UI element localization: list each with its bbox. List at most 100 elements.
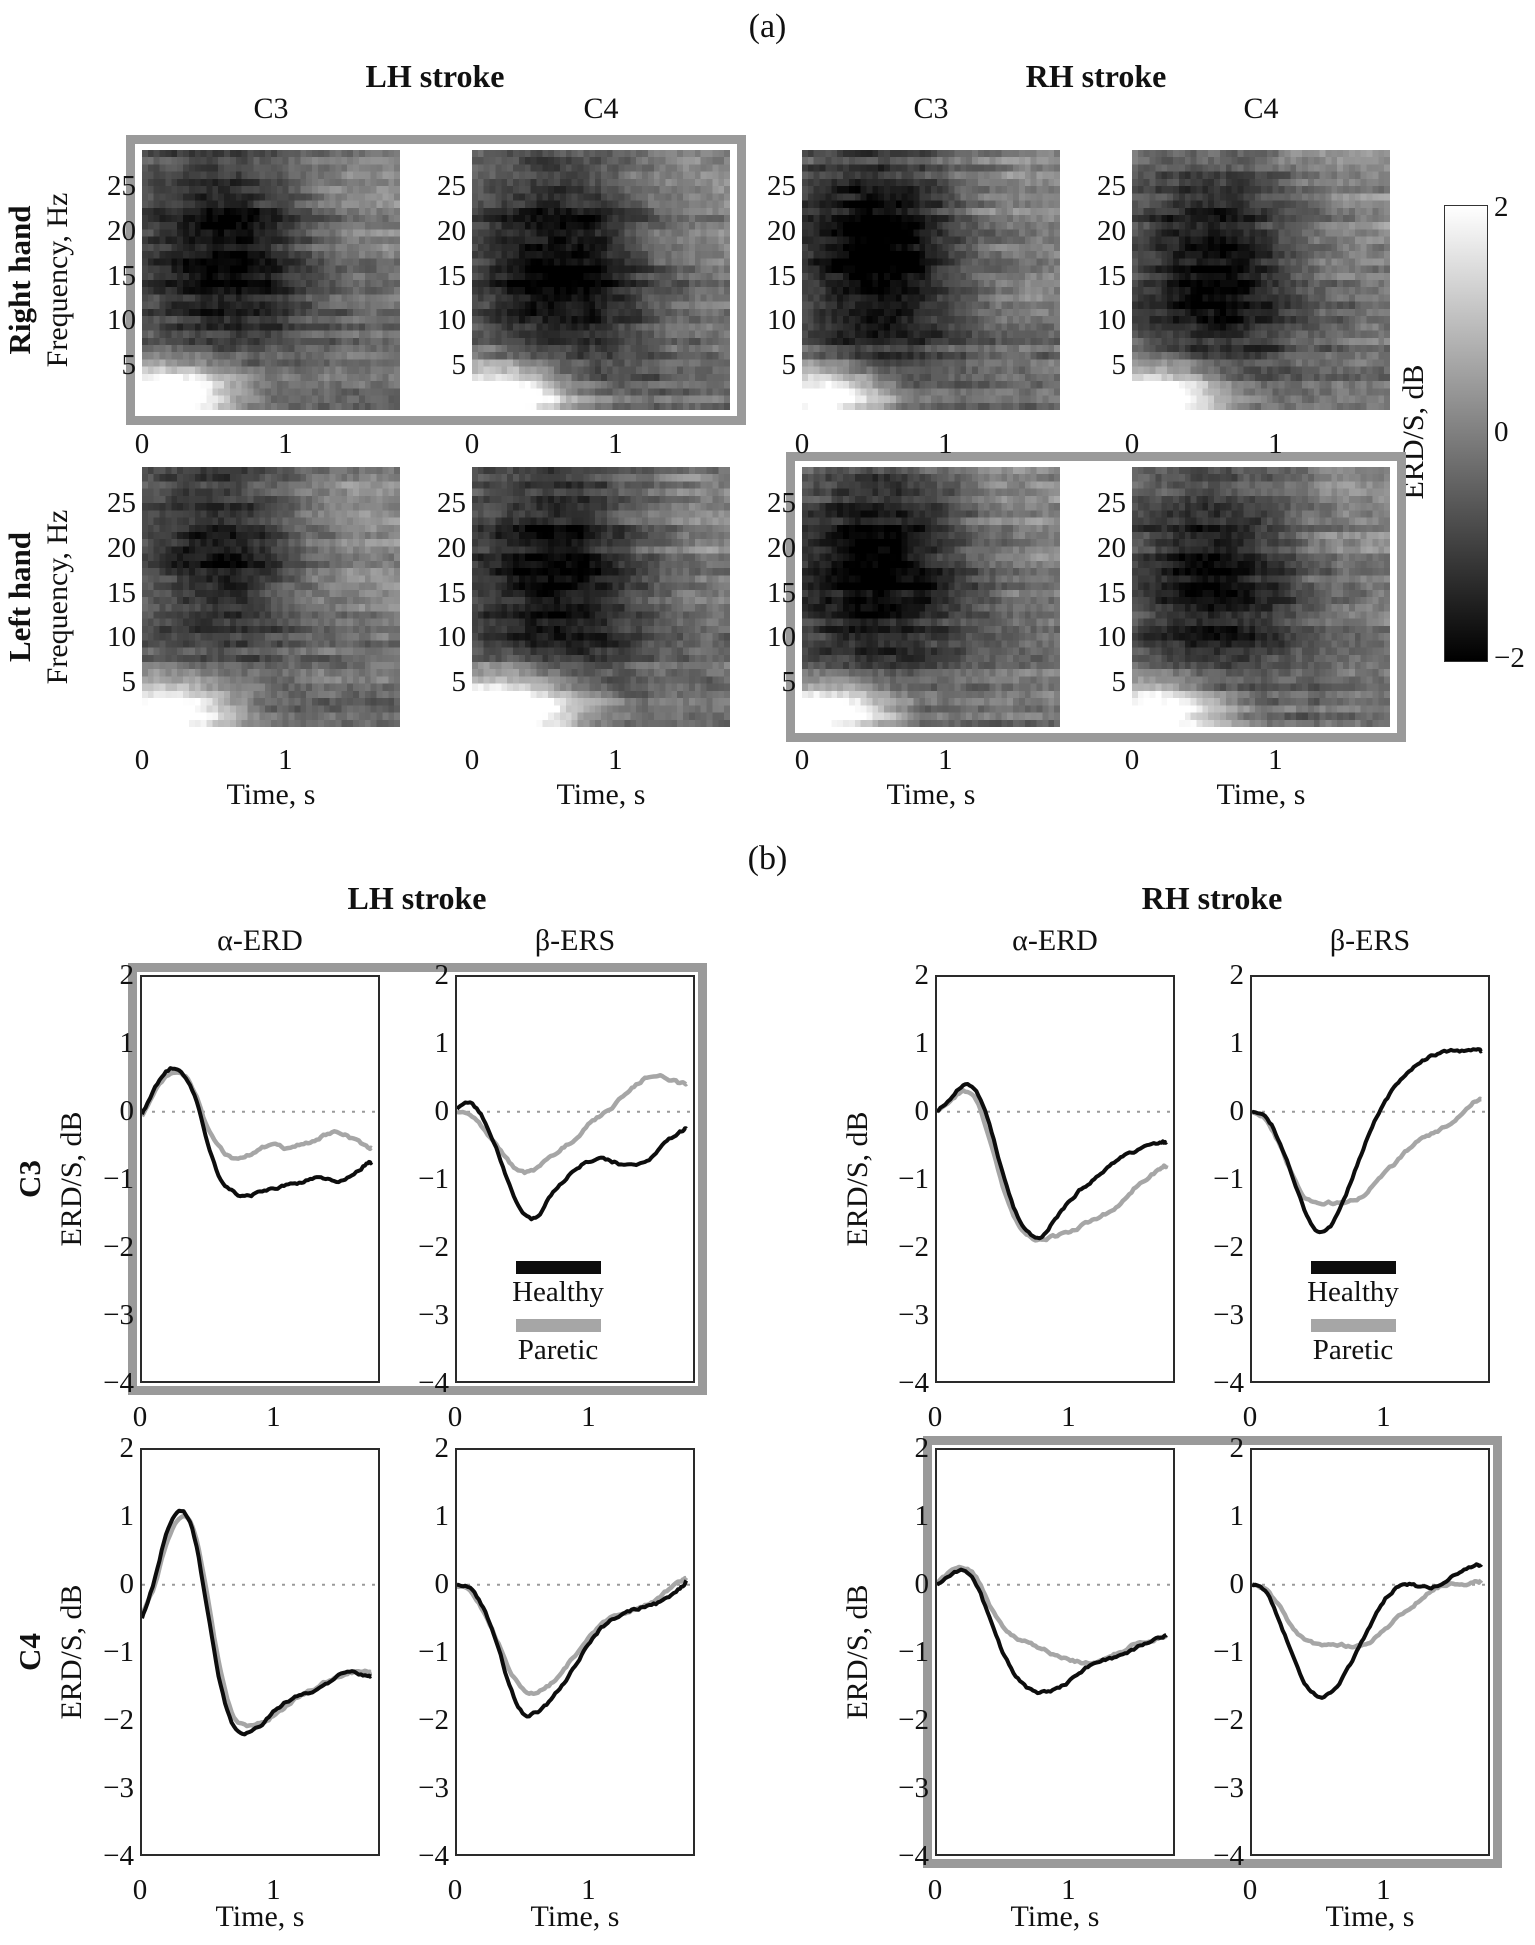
paretic-curve <box>139 1513 374 1729</box>
healthy-curve <box>935 1567 1168 1696</box>
y-tick-label: −2 <box>1213 1704 1244 1736</box>
y-tick-label: −1 <box>1213 1163 1244 1195</box>
healthy-curve <box>456 1579 689 1719</box>
y-tick-label: 5 <box>451 666 467 699</box>
x-tick-label: 0 <box>464 428 480 460</box>
x-tick-label: 0 <box>447 1401 463 1433</box>
y-tick-label: 5 <box>121 349 137 382</box>
x-tick-label: 0 <box>927 1874 943 1906</box>
y-tick-label: 10 <box>1097 621 1126 654</box>
y-tick-label: 5 <box>1111 666 1127 699</box>
x-tick-label: 0 <box>794 428 810 460</box>
panel-b-group-title-rh: RH stroke <box>1141 880 1283 916</box>
y-tick-label: 10 <box>437 621 466 654</box>
time-axis-label: Time, s <box>1216 778 1306 811</box>
legend-healthy-label: Healthy <box>1307 1276 1399 1308</box>
y-tick-label: 20 <box>107 214 136 247</box>
y-tick-label: 1 <box>119 1500 135 1532</box>
y-tick-label: 25 <box>437 486 466 519</box>
colorbar-tick-min: −2 <box>1494 642 1525 674</box>
y-tick-label: 15 <box>1097 576 1126 609</box>
line-plot <box>455 1072 693 1222</box>
x-tick-label: 0 <box>464 744 480 776</box>
y-tick-label: 25 <box>767 169 796 202</box>
y-tick-label: 15 <box>767 259 796 292</box>
subplot-lh-stroke-c3-beta-ers: Healthy Paretic <box>455 975 695 1383</box>
healthy-curve <box>455 1100 688 1222</box>
panel-b-col-title-beta-rh: β-ERS <box>1329 924 1411 957</box>
y-tick-label: 10 <box>767 621 796 654</box>
subplot-rh-stroke-c3-alpha-erd <box>935 975 1175 1383</box>
y-tick-label: 2 <box>119 1432 135 1464</box>
x-tick-label: 0 <box>1124 428 1140 460</box>
y-tick-label: 1 <box>914 1500 930 1532</box>
y-tick-label: −1 <box>418 1636 449 1668</box>
y-tick-label: 0 <box>119 1095 135 1127</box>
channel-header-rh-c3: C3 <box>913 92 949 125</box>
y-tick-label: 15 <box>767 576 796 609</box>
panel-b-col-title-beta-lh: β-ERS <box>534 924 616 957</box>
spectrogram-lh-stroke-left-hand-c3 <box>142 467 400 727</box>
y-tick-label: 0 <box>914 1095 930 1127</box>
y-tick-label: −4 <box>898 1367 929 1399</box>
panel-a-label: (a) <box>748 8 787 45</box>
y-tick-label: 1 <box>434 1500 450 1532</box>
paretic-curve <box>140 1070 374 1161</box>
y-tick-label: −3 <box>103 1772 134 1804</box>
frequency-axis-label: Frequency, Hz <box>41 509 74 685</box>
x-tick-label: 1 <box>1376 1874 1391 1906</box>
channel-header-lh-c3: C3 <box>253 92 289 125</box>
colorbar-gradient <box>1444 205 1488 662</box>
x-tick-label: 1 <box>1061 1401 1076 1433</box>
y-tick-label: −3 <box>1213 1772 1244 1804</box>
y-tick-label: 15 <box>1097 259 1126 292</box>
spectrogram-lh-stroke-right-hand-c4 <box>472 150 730 410</box>
time-axis-label: Time, s <box>530 1900 620 1933</box>
highlight-frame-c4-rh-stroke <box>923 1436 1502 1868</box>
x-tick-label: 0 <box>134 428 150 460</box>
y-tick-label: 5 <box>121 666 137 699</box>
x-tick-label: 1 <box>938 744 953 776</box>
time-axis-label: Time, s <box>556 778 646 811</box>
channel-header-rh-c4: C4 <box>1243 92 1279 125</box>
y-tick-label: −4 <box>418 1367 449 1399</box>
y-tick-label: 15 <box>437 576 466 609</box>
y-tick-label: 1 <box>434 1027 450 1059</box>
highlight-frame-c3-lh-stroke <box>128 963 707 1395</box>
y-tick-label: 25 <box>107 169 136 202</box>
y-tick-label: −2 <box>898 1231 929 1263</box>
y-tick-label: 10 <box>437 304 466 337</box>
y-tick-label: −2 <box>1213 1231 1244 1263</box>
y-tick-label: −3 <box>418 1299 449 1331</box>
spectrogram-lh-stroke-right-hand-c3 <box>142 150 400 410</box>
y-tick-label: −2 <box>103 1704 134 1736</box>
y-tick-label: 5 <box>1111 349 1127 382</box>
y-tick-label: 1 <box>1229 1027 1245 1059</box>
time-axis-label: Time, s <box>226 778 316 811</box>
y-tick-label: −4 <box>1213 1367 1244 1399</box>
y-tick-label: −3 <box>898 1299 929 1331</box>
legend-paretic-label: Paretic <box>517 1334 599 1366</box>
time-axis-label: Time, s <box>1010 1900 1100 1933</box>
y-tick-label: 25 <box>1097 486 1126 519</box>
erds-axis-label: ERD/S, dB <box>55 1584 88 1720</box>
x-tick-label: 1 <box>581 1401 596 1433</box>
x-tick-label: 0 <box>132 1874 148 1906</box>
y-tick-label: 20 <box>1097 531 1126 564</box>
y-tick-label: −2 <box>418 1704 449 1736</box>
y-tick-label: 25 <box>437 169 466 202</box>
panel-b-col-title-alpha-rh: α-ERD <box>1012 924 1098 957</box>
y-tick-label: 2 <box>119 959 135 991</box>
line-plot <box>1251 1047 1488 1235</box>
legend-paretic-swatch <box>1311 1319 1396 1332</box>
x-tick-label: 1 <box>581 1874 596 1906</box>
subplot-lh-stroke-c3-alpha-erd <box>140 975 380 1383</box>
spectrogram-rh-stroke-right-hand-c4 <box>1132 150 1390 410</box>
subplot-rh-stroke-c4-beta-ers <box>1250 1448 1490 1856</box>
panel-a-group-title-rh: RH stroke <box>1025 58 1167 94</box>
line-plot <box>140 1066 378 1199</box>
channel-header-lh-c4: C4 <box>583 92 619 125</box>
x-tick-label: 0 <box>1242 1874 1258 1906</box>
x-tick-label: 0 <box>447 1874 463 1906</box>
